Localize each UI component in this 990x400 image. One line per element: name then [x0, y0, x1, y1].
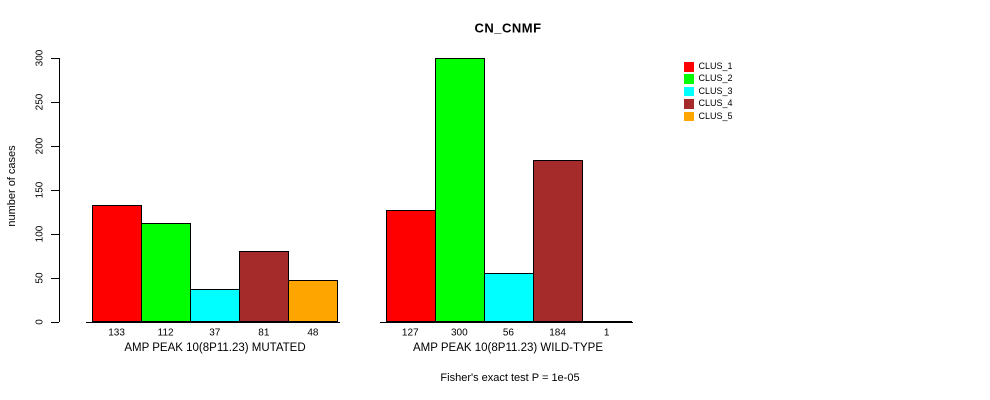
legend-swatch-clus_1 — [684, 62, 694, 72]
y-axis-tick-label: 250 — [34, 93, 46, 111]
bar-value-label: 112 — [157, 327, 174, 339]
bar-clus_4-group2 — [533, 160, 584, 322]
legend-label: CLUS_1 — [698, 61, 733, 71]
y-axis-tick — [51, 102, 59, 103]
bar-clus_5-group2 — [582, 321, 633, 323]
legend-swatch-clus_4 — [684, 99, 694, 109]
legend-swatch-clus_2 — [684, 74, 694, 84]
fisher-test-note: Fisher's exact test P = 1e-05 — [440, 372, 580, 384]
bar-value-label: 133 — [108, 327, 125, 339]
y-axis-line — [59, 58, 60, 322]
y-axis-tick-label: 100 — [34, 225, 46, 243]
x-group-label-wild-type: AMP PEAK 10(8P11.23) WILD-TYPE — [412, 342, 604, 354]
y-axis-tick-label: 200 — [34, 137, 46, 155]
bar-clus_3-group2 — [483, 272, 534, 322]
y-axis-tick-label: 150 — [34, 181, 46, 199]
legend-label: CLUS_5 — [698, 110, 733, 121]
bar-value-label: 127 — [401, 327, 419, 339]
bar-clus_5-group1 — [288, 279, 339, 322]
legend-item-clus_1: CLUS_1 — [684, 61, 733, 72]
bar-clus_1-group2 — [385, 210, 436, 322]
y-axis-tick — [51, 278, 59, 279]
bar-value-label: 300 — [451, 327, 468, 339]
legend-item-clus_5: CLUS_5 — [684, 110, 733, 122]
legend-label: CLUS_3 — [698, 85, 733, 96]
legend: CLUS_1 CLUS_2 CLUS_3 CLUS_4 CLUS_5 — [684, 61, 733, 124]
bar-value-label: 56 — [502, 327, 514, 339]
bar-clus_4-group1 — [239, 250, 290, 322]
legend-item-clus_3: CLUS_3 — [684, 85, 733, 97]
bar-value-label: 48 — [307, 327, 319, 339]
y-axis-tick — [51, 234, 59, 235]
bar-value-label: 184 — [549, 327, 566, 339]
x-group-label-mutated: AMP PEAK 10(8P11.23) MUTATED — [124, 342, 306, 354]
y-axis-tick — [51, 146, 59, 147]
y-axis-label: number of cases — [6, 145, 18, 227]
bar-value-label: 37 — [209, 327, 221, 339]
y-axis-tick — [51, 190, 59, 191]
y-axis-tick-label: 300 — [34, 49, 46, 67]
y-axis-tick — [51, 58, 59, 59]
legend-label: CLUS_4 — [698, 98, 733, 109]
bar-clus_2-group2 — [434, 58, 485, 322]
y-axis-tick — [51, 322, 59, 323]
legend-label: CLUS_2 — [698, 73, 733, 84]
bar-clus_2-group1 — [141, 223, 192, 322]
bar-clus_1-group1 — [92, 204, 143, 322]
legend-item-clus_2: CLUS_2 — [684, 74, 733, 84]
y-axis-tick-label: 50 — [34, 272, 46, 284]
bar-clus_3-group1 — [190, 289, 241, 322]
legend-item-clus_4: CLUS_4 — [684, 99, 733, 109]
x-axis-baseline — [379, 322, 634, 323]
x-axis-baseline — [86, 322, 340, 323]
y-axis-tick-label: 0 — [34, 319, 46, 325]
bar-value-label: 1 — [603, 327, 610, 339]
legend-swatch-clus_5 — [684, 111, 694, 122]
chart-title: CN_CNMF — [474, 20, 542, 36]
bar-value-label: 81 — [258, 327, 270, 339]
legend-swatch-clus_3 — [684, 86, 694, 97]
